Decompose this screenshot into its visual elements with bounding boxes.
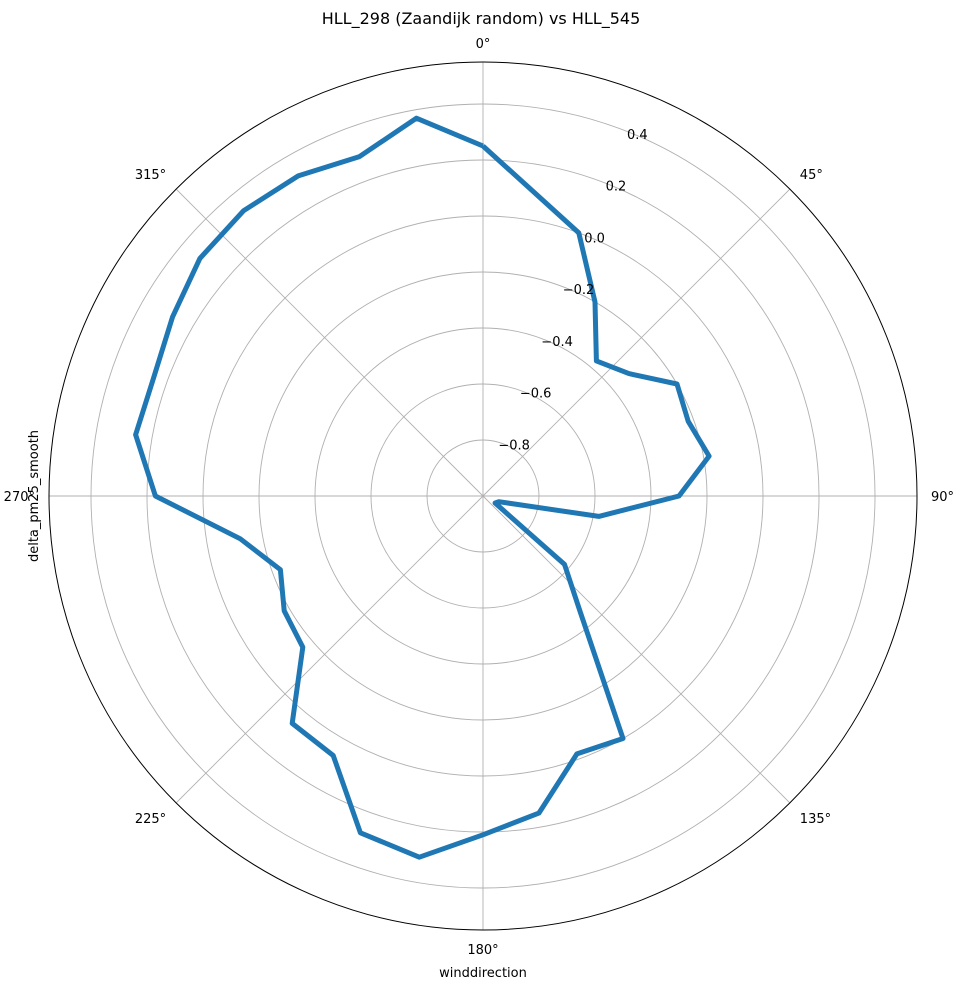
theta-tick-label-3: 135° <box>800 812 831 827</box>
grid-layer <box>48 61 918 931</box>
r-tick-label-4: 0.0 <box>584 231 605 246</box>
x-axis-label: winddirection <box>439 966 527 981</box>
chart-title: HLL_298 (Zaandijk random) vs HLL_545 <box>322 9 641 29</box>
theta-gridline-3 <box>482 495 791 804</box>
r-tick-label-1: −0.6 <box>520 387 552 402</box>
theta-gridline-5 <box>175 495 484 804</box>
r-tick-label-5: 0.2 <box>606 180 627 195</box>
r-tick-label-0: −0.8 <box>498 438 530 453</box>
theta-tick-label-0: 0° <box>476 37 491 52</box>
theta-tick-label-6: 270° <box>4 490 35 505</box>
polar-frame <box>48 61 918 931</box>
theta-tick-label-4: 180° <box>467 943 498 958</box>
theta-tick-label-2: 90° <box>931 490 954 505</box>
r-tick-label-2: −0.4 <box>541 335 573 350</box>
series-line-0 <box>133 115 712 860</box>
r-tick-label-6: 0.4 <box>627 128 648 143</box>
theta-tick-label-7: 315° <box>135 168 166 183</box>
theta-tick-label-5: 225° <box>135 812 166 827</box>
theta-gridline-1 <box>482 188 791 497</box>
theta-tick-label-1: 45° <box>800 168 823 183</box>
y-axis-label: delta_pm25_smooth <box>27 430 42 562</box>
label-layer: 0° 45° 90° 135° 180° 225° 270° 315° −0.8 −0.6 −0.4… <box>4 37 954 958</box>
theta-gridline-7 <box>175 188 484 497</box>
series-layer <box>133 115 712 860</box>
r-tick-label-3: −0.2 <box>563 283 595 298</box>
